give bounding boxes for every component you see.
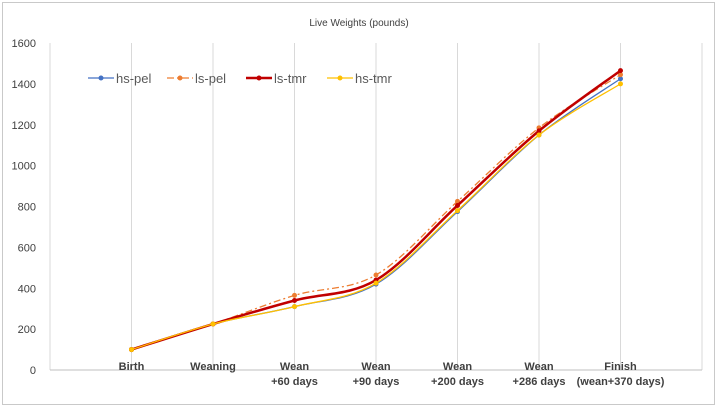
axes: 0 200 400 600 800 1000 1200 1400 1600 Birth Weanin… xyxy=(12,38,702,388)
x-tick-label: Wean xyxy=(443,361,472,373)
x-tick-label: Wean xyxy=(524,361,553,373)
x-tick-label: Weaning xyxy=(190,361,236,373)
data-point-ls-tmr xyxy=(292,298,297,304)
chart-frame xyxy=(2,2,715,405)
x-tick-label: +60 days xyxy=(271,376,318,388)
y-tick-label: 1000 xyxy=(12,161,36,173)
data-point-ls-pel xyxy=(292,292,297,298)
data-point-ls-tmr xyxy=(455,202,460,208)
legend-marker-hs-pel xyxy=(98,75,104,81)
x-tick-label: Birth xyxy=(119,361,145,373)
legend-marker-ls-tmr xyxy=(256,75,262,81)
data-point-hs-tmr xyxy=(292,304,297,310)
y-tick-label: 800 xyxy=(18,202,36,214)
x-tick-label: +200 days xyxy=(431,376,484,388)
x-tick-label: Finish xyxy=(604,361,637,373)
gridlines xyxy=(49,43,703,370)
data-point-hs-tmr xyxy=(129,347,134,353)
x-tick-label: +286 days xyxy=(513,376,566,388)
x-tick-label: Wean xyxy=(361,361,390,373)
y-tick-label: 400 xyxy=(18,283,36,295)
data-point-ls-tmr xyxy=(536,128,542,134)
y-tick-label: 0 xyxy=(30,365,36,377)
data-point-hs-pel xyxy=(618,76,623,82)
legend-label-hs-pel: hs-pel xyxy=(116,71,152,86)
legend-label-hs-tmr: hs-tmr xyxy=(355,71,393,86)
data-point-hs-tmr xyxy=(536,132,542,138)
data-point-ls-pel xyxy=(373,272,379,278)
legend-marker-hs-tmr xyxy=(337,75,343,81)
y-tick-label: 1400 xyxy=(12,79,36,91)
legend-label-ls-pel: ls-pel xyxy=(195,71,226,86)
data-point-hs-tmr xyxy=(210,321,216,327)
legend-marker-ls-pel xyxy=(177,75,183,81)
y-tick-label: 1200 xyxy=(12,120,36,132)
series-group xyxy=(129,68,623,353)
chart-title: Live Weights (pounds) xyxy=(309,18,408,29)
data-point-ls-pel xyxy=(618,72,623,78)
legend-label-ls-tmr: ls-tmr xyxy=(274,71,307,86)
x-tick-label: +90 days xyxy=(353,376,400,388)
y-tick-label: 600 xyxy=(18,242,36,254)
y-tick-label: 1600 xyxy=(12,38,36,50)
legend: hs-pel ls-pel ls-tmr hs-tmr xyxy=(88,71,393,86)
data-point-hs-tmr xyxy=(373,280,379,286)
x-tick-label: (wean+370 days) xyxy=(577,376,665,388)
y-tick-label: 200 xyxy=(18,324,36,336)
data-point-hs-tmr xyxy=(618,81,623,87)
x-tick-label: Wean xyxy=(280,361,309,373)
data-point-ls-tmr xyxy=(618,68,623,74)
data-point-hs-tmr xyxy=(455,208,460,214)
